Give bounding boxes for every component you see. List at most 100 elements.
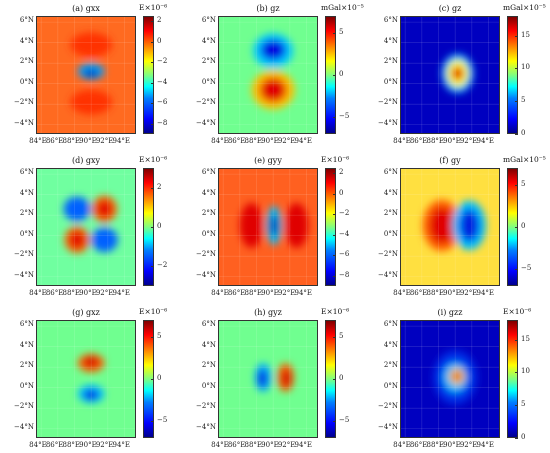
y-tick-label: 0°N xyxy=(201,77,216,86)
colorbar-unit: E×10⁻⁶ xyxy=(139,307,168,316)
colorbar-tick-mark xyxy=(515,269,518,271)
y-tick-label: 2°N xyxy=(19,361,34,370)
colorbar-tick-label: 5 xyxy=(521,400,526,409)
x-tick-label: 84°E xyxy=(29,289,47,297)
y-tick-label: 6°N xyxy=(383,320,398,329)
colorbar-tick-label: 5 xyxy=(521,179,526,188)
x-tick-label: 86°E xyxy=(45,441,64,449)
x-tick-label: 88°E xyxy=(426,137,445,145)
x-tick-label: 94°E xyxy=(476,137,495,145)
x-tick-label: 84°E xyxy=(393,441,411,449)
y-tick-label: 6°N xyxy=(19,168,34,177)
heatmap-svg xyxy=(37,17,135,133)
heatmap-plot xyxy=(400,320,500,438)
colorbar xyxy=(507,320,518,438)
x-tick-label: 90°E xyxy=(443,137,461,145)
y-tick-label: −2°N xyxy=(14,402,34,411)
colorbar-tick-label: 2 xyxy=(157,16,162,25)
colorbar-tick-label: −6 xyxy=(157,98,168,107)
x-tick-label: 88°E xyxy=(244,441,263,449)
colorbar-tick-mark xyxy=(151,266,154,268)
heatmap-plot xyxy=(218,320,318,438)
x-tick-label: 90°E xyxy=(79,137,97,145)
colorbar-tick-label: 0 xyxy=(157,36,162,45)
y-tick-label: 4°N xyxy=(383,340,398,349)
x-tick-label: 94°E xyxy=(294,289,313,297)
y-tick-label: 2°N xyxy=(19,209,34,218)
x-tick-label: 84°E xyxy=(29,441,47,449)
colorbar-tick-label: 0 xyxy=(521,433,526,441)
anomaly-blob xyxy=(83,356,99,368)
x-tick-label: 88°E xyxy=(426,441,445,449)
x-tick-label: 90°E xyxy=(79,441,97,449)
x-tick-label: 92°E xyxy=(277,289,296,297)
colorbar-tick-mark xyxy=(515,134,518,135)
colorbar-tick-mark xyxy=(151,227,154,228)
colorbar-tick-mark xyxy=(333,117,336,119)
x-tick-label: 84°E xyxy=(393,289,411,297)
colorbar-tick-mark xyxy=(515,227,518,228)
colorbar-tick-mark xyxy=(333,275,336,277)
y-tick-label: 6°N xyxy=(201,168,216,177)
x-tick-label: 90°E xyxy=(443,441,461,449)
anomaly-blob xyxy=(284,202,309,249)
colorbar-tick-mark xyxy=(151,336,154,338)
anomaly-blob xyxy=(259,77,287,103)
x-tick-label: 88°E xyxy=(62,289,81,297)
heatmap-svg xyxy=(401,169,499,285)
x-tick-label: 88°E xyxy=(62,137,81,145)
y-tick-label: 2°N xyxy=(201,361,216,370)
heatmap-svg xyxy=(37,321,135,437)
y-tick-label: 6°N xyxy=(383,16,398,25)
panel-title: (d) gxy xyxy=(71,156,101,165)
x-tick-label: 92°E xyxy=(459,137,478,145)
colorbar-tick-label: −8 xyxy=(157,118,168,127)
y-tick-label: −4°N xyxy=(14,118,34,127)
y-tick-label: 2°N xyxy=(19,57,34,66)
colorbar-tick-label: −4 xyxy=(339,229,350,238)
y-tick-label: 2°N xyxy=(383,209,398,218)
colorbar-tick-mark xyxy=(333,193,336,195)
colorbar-tick-label: −2 xyxy=(157,261,168,270)
y-tick-label: −2°N xyxy=(196,98,216,107)
x-tick-label: 92°E xyxy=(95,441,114,449)
y-tick-label: 0°N xyxy=(201,229,216,238)
x-tick-label: 86°E xyxy=(45,289,64,297)
y-tick-label: 4°N xyxy=(201,340,216,349)
colorbar-tick-label: −6 xyxy=(339,250,350,259)
colorbar-tick-mark xyxy=(151,82,154,84)
y-tick-label: −4°N xyxy=(196,422,216,431)
y-tick-label: −4°N xyxy=(14,270,34,279)
anomaly-blob xyxy=(453,372,461,381)
colorbar-tick-mark xyxy=(515,101,518,103)
y-tick-label: −4°N xyxy=(378,270,398,279)
heatmap-plot xyxy=(218,16,318,134)
heatmap-plot xyxy=(36,320,136,438)
anomaly-blob xyxy=(451,66,464,81)
y-tick-label: −4°N xyxy=(196,270,216,279)
x-tick-label: 84°E xyxy=(211,289,229,297)
anomaly-blob xyxy=(429,206,455,244)
colorbar-tick-label: 0 xyxy=(339,70,344,78)
colorbar-tick-mark xyxy=(515,339,518,341)
colorbar-tick-label: −5 xyxy=(339,416,350,425)
colorbar-unit: E×10⁻⁶ xyxy=(321,307,350,316)
y-tick-label: 6°N xyxy=(201,16,216,25)
y-tick-label: 0°N xyxy=(19,381,34,390)
x-tick-label: 86°E xyxy=(227,441,246,449)
colorbar-tick-mark xyxy=(333,75,336,76)
panel-title: (c) gz xyxy=(438,4,462,13)
y-tick-label: 2°N xyxy=(201,209,216,218)
colorbar-tick-label: 2 xyxy=(339,168,344,177)
colorbar-tick-mark xyxy=(333,173,336,175)
panel-title: (i) gzz xyxy=(437,308,463,317)
colorbar-tick-mark xyxy=(515,68,518,70)
panel-title: (b) gz xyxy=(256,4,280,13)
y-tick-label: 4°N xyxy=(201,188,216,197)
panel-title: (h) gyz xyxy=(254,308,282,317)
anomaly-blob xyxy=(260,39,286,61)
colorbar-tick-mark xyxy=(333,32,336,34)
x-tick-label: 90°E xyxy=(261,289,279,297)
x-tick-label: 94°E xyxy=(112,289,131,297)
